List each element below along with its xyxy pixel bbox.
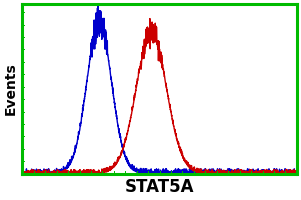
Y-axis label: Events: Events	[4, 63, 18, 115]
X-axis label: STAT5A: STAT5A	[125, 178, 194, 196]
